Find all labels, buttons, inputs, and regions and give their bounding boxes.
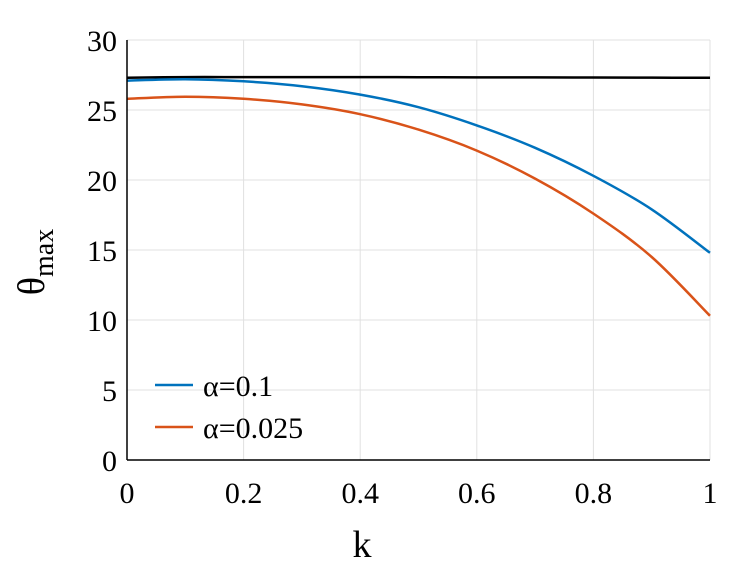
axes xyxy=(126,40,710,461)
x-tick-label: 0 xyxy=(120,477,135,510)
y-axis-label-sub: max xyxy=(29,229,60,277)
x-tick-label: 0.2 xyxy=(225,477,263,510)
y-tick-labels: 0 5 10 15 20 25 30 xyxy=(87,25,117,478)
y-axis-label-main: θ xyxy=(11,277,53,295)
x-tick-label: 0.8 xyxy=(575,477,613,510)
x-tick-label: 0.6 xyxy=(458,477,496,510)
y-tick-label: 25 xyxy=(87,95,117,128)
legend-label-alpha-0-1: α=0.1 xyxy=(203,370,273,403)
series-line-2 xyxy=(126,95,711,317)
series-line-1 xyxy=(126,77,711,254)
y-tick-label: 10 xyxy=(87,305,117,338)
y-tick-label: 0 xyxy=(102,445,117,478)
x-tick-label: 0.4 xyxy=(341,477,379,510)
legend-label-alpha-0-025: α=0.025 xyxy=(203,412,303,445)
y-tick-label: 15 xyxy=(87,235,117,268)
x-tick-labels: 0 0.2 0.4 0.6 0.8 1 xyxy=(120,477,718,510)
y-axis-label: θmax xyxy=(11,229,60,295)
grid xyxy=(126,39,711,461)
series-line-0 xyxy=(126,75,711,80)
series-lines xyxy=(126,75,711,317)
legend: α=0.1 α=0.025 xyxy=(155,370,303,445)
y-tick-label: 5 xyxy=(102,375,117,408)
x-tick-label: 1 xyxy=(703,477,718,510)
x-axis-label: k xyxy=(353,524,372,562)
y-tick-label: 20 xyxy=(87,165,117,198)
y-tick-label: 30 xyxy=(87,25,117,58)
